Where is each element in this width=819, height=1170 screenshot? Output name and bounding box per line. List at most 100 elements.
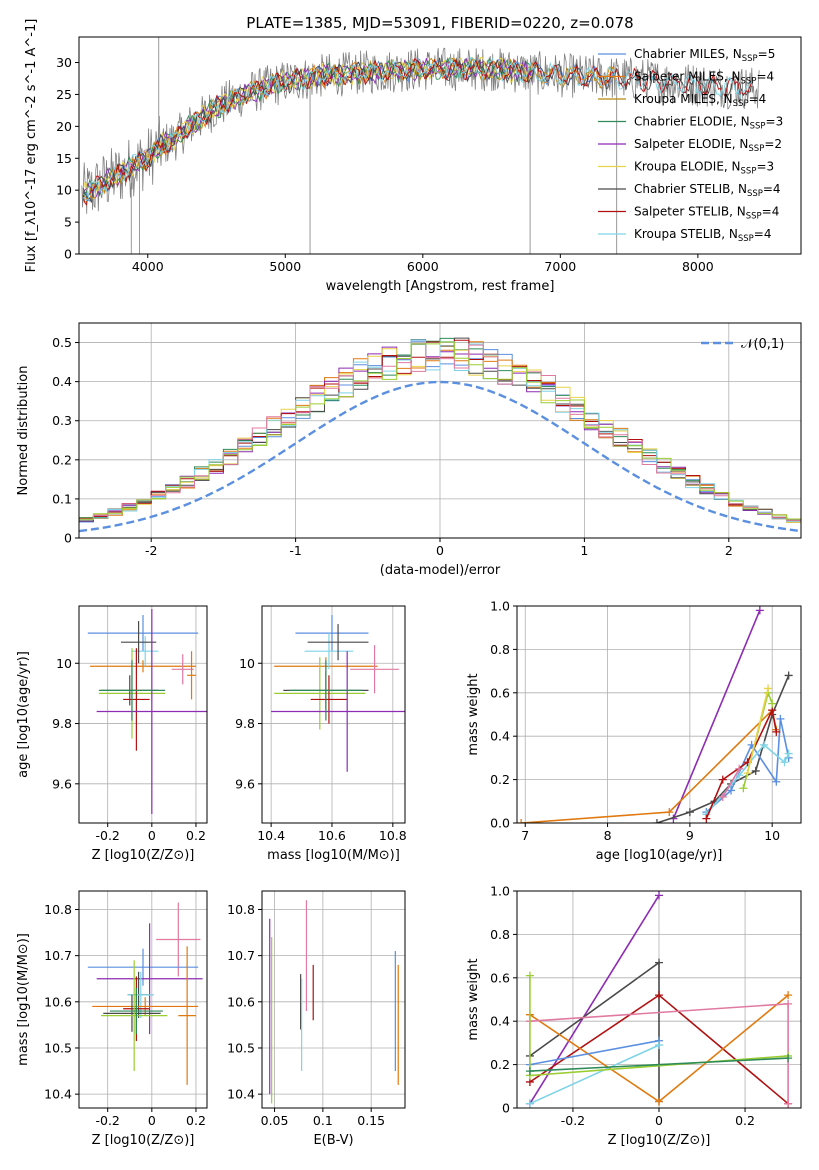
panel-age_vs_mass: 10.4 10.6 10.8 9.6 9.8 10 mass [log10(M/M⊙)] <box>235 605 407 863</box>
axes-frame <box>516 605 802 824</box>
weight-marker <box>665 808 674 817</box>
axes-frame <box>516 890 802 1109</box>
weight-marker <box>702 814 711 823</box>
x-tick-label: 0.2 <box>186 828 206 843</box>
weight-line <box>746 688 769 774</box>
y-tick-label: 5 <box>64 215 72 230</box>
x-tick-label: 7000 <box>544 259 576 274</box>
weight-marker <box>751 766 760 775</box>
weight-marker <box>685 808 694 817</box>
plot-area-mass_vs_ebv <box>262 891 405 1108</box>
x-tick-label: 0 <box>148 1113 156 1128</box>
y-tick-label: 0 <box>64 247 72 262</box>
weight-marker <box>743 769 752 778</box>
y-tick-label: 0.4 <box>52 374 72 389</box>
y-axis-label: age [log10(age/yr)] <box>16 651 31 778</box>
weight-marker <box>755 606 764 615</box>
weight-marker <box>727 786 736 795</box>
axes-frame <box>261 605 406 824</box>
x-axis-label: age [log10(age/yr)] <box>596 848 723 863</box>
x-tick-label: -0.2 <box>561 1113 585 1128</box>
y-axis-label: mass [log10(M/M⊙)] <box>16 933 31 1066</box>
weight-line <box>529 894 660 1105</box>
legend-subscript: SSP <box>747 189 763 199</box>
weight-marker <box>655 1097 663 1106</box>
legend-label: Salpeter MILES, NSSP=4 <box>634 70 774 87</box>
plot-area-age_vs_mass <box>262 606 405 823</box>
weight-marker <box>784 671 793 680</box>
panel-mass_vs_Z: -0.2 0 0.2 10.4 10.5 10.6 10.7 10.8 Z [log10(Z/Z… <box>16 890 208 1148</box>
y-tick-label: 0 <box>64 531 72 546</box>
legend-subscript: SSP <box>746 212 762 222</box>
plot-area-spectrum <box>81 37 760 254</box>
x-tick-label: 0 <box>436 543 444 558</box>
legend-subscript: SSP <box>733 99 749 109</box>
spectrum-model-line <box>82 57 533 201</box>
legend-count: =2 <box>764 137 782 151</box>
y-tick-label: 0.4 <box>490 1014 510 1029</box>
weight-marker <box>739 784 748 793</box>
panel-weight_vs_age: 7 8 9 10 0.0 0.2 0.4 0.6 0.8 1.0 age [log10(age/yr… <box>466 599 802 863</box>
x-tick-label: 0 <box>148 828 156 843</box>
x-tick-label: 0.2 <box>735 1113 755 1128</box>
legend-label: Kroupa ELODIE, NSSP=3 <box>634 160 774 177</box>
y-tick-label: 0.6 <box>490 970 510 985</box>
y-tick-label: 0.5 <box>52 335 72 350</box>
histogram-step <box>79 341 801 538</box>
legend-label: Salpeter STELIB, NSSP=4 <box>634 205 779 222</box>
axes-frame <box>78 322 802 539</box>
spectrum-model-line <box>82 56 533 200</box>
weight-marker <box>655 1041 663 1050</box>
weight-marker <box>525 1067 534 1076</box>
legend-count: =4 <box>763 182 781 196</box>
weight-marker <box>784 1054 793 1063</box>
y-tick-label: 0.1 <box>52 491 72 506</box>
x-tick-label: 7 <box>521 828 529 843</box>
x-tick-label: 0 <box>655 1113 663 1128</box>
legend-label: Chabrier STELIB, NSSP=4 <box>634 182 781 199</box>
panel-mass_vs_ebv: 0.05 0.1 0.15 10.4 10.5 10.6 10.7 10.8 E(B-V) <box>227 890 406 1148</box>
weight-line <box>529 1057 789 1072</box>
panel-residuals: -2 -1 0 1 2 0 0.1 0.2 0.3 0.4 0.5 (data-model)/erro… <box>16 322 802 578</box>
x-tick-label: 1 <box>580 543 588 558</box>
y-tick-label: 10.7 <box>227 948 255 963</box>
weight-line <box>529 1044 660 1105</box>
weight-marker <box>784 1099 793 1108</box>
weight-marker <box>735 764 744 773</box>
x-tick-label: 10.6 <box>318 828 346 843</box>
y-axis-label: Normed distribution <box>16 366 31 496</box>
x-tick-label: 0.2 <box>186 1113 206 1128</box>
x-tick-label: 2 <box>725 543 733 558</box>
weight-line <box>529 1039 660 1066</box>
y-tick-label: 9.8 <box>52 716 72 731</box>
y-tick-label: 10 <box>239 656 255 671</box>
legend-subscript: SSP <box>742 54 758 64</box>
panel-age_vs_Z: -0.2 0 0.2 9.6 9.8 10 Z [log10(Z/Z⊙)] age [log1… <box>16 605 208 863</box>
weight-marker <box>780 758 789 767</box>
weight-marker <box>772 727 781 736</box>
x-tick-label: 0.15 <box>357 1113 385 1128</box>
spectrum-model-line <box>82 57 533 200</box>
weight-marker <box>759 740 768 749</box>
y-axis-label: mass weight <box>466 673 481 755</box>
y-tick-label: 10.7 <box>44 948 72 963</box>
spectrum-model-line <box>82 56 752 202</box>
gaussian-curve <box>79 380 801 533</box>
x-tick-label: -0.2 <box>95 828 119 843</box>
plot-area-age_vs_Z <box>79 606 207 823</box>
weight-marker <box>525 1099 534 1108</box>
y-tick-label: 0.2 <box>490 772 510 787</box>
y-tick-label: 25 <box>56 87 72 102</box>
legend-subscript: SSP <box>738 234 754 244</box>
y-tick-label: 0.3 <box>52 413 72 428</box>
legend-label: Chabrier ELODIE, NSSP=3 <box>634 115 783 132</box>
legend-count: =3 <box>766 115 784 129</box>
y-tick-label: 15 <box>56 151 72 166</box>
spectrum-model-line <box>82 57 752 206</box>
axes-frame <box>78 36 802 255</box>
legend-subscript: SSP <box>741 167 757 177</box>
x-axis-label: Z [log10(Z/Z⊙)] <box>608 1133 711 1148</box>
y-tick-label: 10.4 <box>227 1087 255 1102</box>
y-tick-label: 0.2 <box>52 452 72 467</box>
